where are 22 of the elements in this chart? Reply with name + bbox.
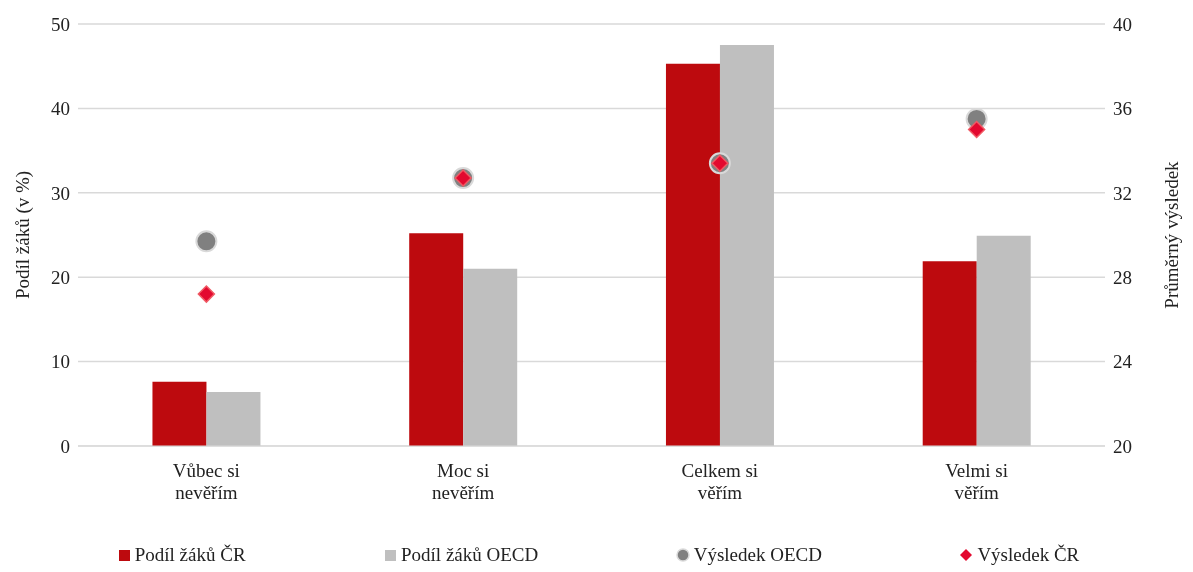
legend-label: Podíl žáků OECD [401,544,539,566]
y-tick-label: 10 [51,351,70,373]
y-tick-label: 20 [51,266,70,288]
legend-label: Výsledek ČR [977,544,1080,566]
x-tick-label: Celkem si věřím [681,460,759,503]
y-tick-label: 40 [51,98,70,120]
x-tick-label: Velmi si věřím [945,460,1009,503]
y2-tick-label: 40 [1113,13,1132,35]
y-tick-label: 50 [51,13,70,35]
y-tick-label: 0 [60,435,70,457]
y2-tick-label: 32 [1113,182,1132,204]
y-axis-title: Podíl žáků (v %) [11,170,34,300]
x-tick-label: Vůbec si nevěřím [172,460,240,503]
y-tick-label: 30 [51,182,70,204]
legend-label: Podíl žáků ČR [134,544,246,566]
y2-tick-label: 24 [1113,351,1133,373]
y2-tick-label: 36 [1113,98,1132,120]
y2-axis-title: Průměrný výsledek [1160,160,1182,309]
y2-tick-label: 28 [1113,266,1132,288]
legend-label: Výsledek OECD [693,544,822,566]
x-tick-label: Moc si nevěřím [431,460,495,503]
y2-tick-label: 20 [1113,435,1132,457]
